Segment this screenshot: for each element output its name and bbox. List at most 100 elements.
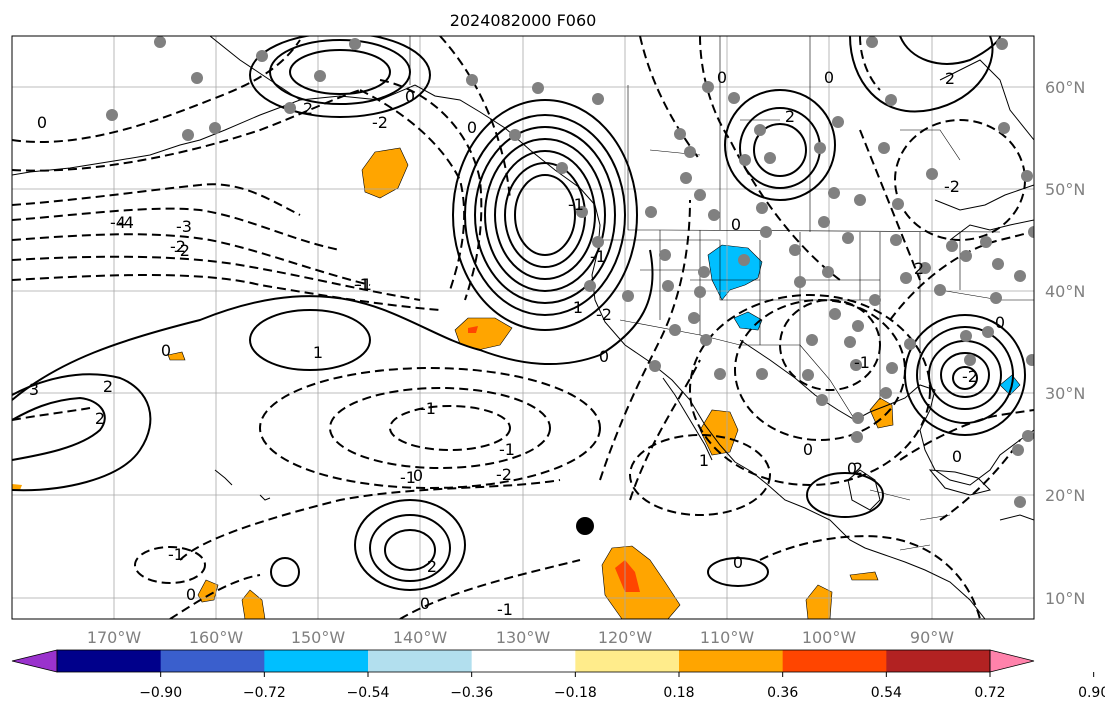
contour [849, 36, 994, 113]
contour [270, 557, 300, 587]
colorbar-segment [368, 650, 473, 672]
lat-label: 50°N [1045, 180, 1085, 199]
contour [639, 36, 701, 161]
contour-label: -1 [356, 275, 372, 294]
contour-label: -2 [944, 177, 960, 196]
contour [12, 373, 152, 492]
map-title: 2024082000 F060 [450, 11, 597, 30]
contour [514, 174, 576, 256]
colorbar-segment [886, 650, 991, 672]
contour-label: 1 [573, 298, 583, 317]
lat-label: 10°N [1045, 589, 1085, 608]
colorbar-tick-label: 0.18 [663, 685, 694, 701]
contour [169, 574, 261, 619]
contour-label: 2 [853, 459, 863, 478]
colorbar-tick-label: −0.54 [347, 685, 390, 701]
contour [12, 396, 106, 461]
contour-label: -4 [118, 213, 134, 232]
contour-label: 2 [945, 69, 955, 88]
colorbar-segment [57, 650, 162, 672]
contour-label: -4 [110, 213, 126, 232]
colorbar-segment [679, 650, 784, 672]
contour [249, 36, 431, 118]
contour-label: 2 [303, 99, 313, 118]
contour-label: -2 [174, 241, 190, 260]
contour-label: 0 [420, 594, 430, 613]
contour [724, 89, 836, 201]
borders [409, 36, 1034, 551]
colorbar-tick-label: −0.18 [554, 685, 597, 701]
colorbar-tick-label: −0.90 [139, 685, 182, 701]
contour [439, 36, 511, 201]
contour [179, 479, 561, 561]
contour [399, 559, 581, 619]
contour [689, 294, 931, 486]
contour [779, 299, 881, 391]
contour-label: 0 [161, 341, 171, 360]
shaded-positive [12, 484, 22, 490]
contour-label: 0 [186, 585, 196, 604]
colorbar-segment [471, 650, 576, 672]
latitude-labels: 60°N 50°N 40°N 30°N 20°N 10°N [1045, 78, 1085, 608]
contour [289, 49, 391, 95]
contour [12, 274, 441, 311]
contour-label: 0 [824, 68, 834, 87]
contour [12, 255, 421, 301]
contour-label: 0 [952, 447, 962, 466]
colorbar-outline [56, 649, 991, 673]
contour [952, 366, 978, 390]
colorbar-segment [575, 650, 680, 672]
lon-label: 100°W [802, 628, 857, 647]
contour-label: 3 [29, 380, 39, 399]
lon-label: 90°W [910, 628, 954, 647]
shaded-positive [167, 351, 186, 361]
lon-label: 170°W [87, 628, 142, 647]
lon-label: 150°W [291, 628, 346, 647]
shaded-strong-positive [615, 560, 640, 592]
negative-contours [12, 36, 1034, 619]
contour-label: 0 [599, 347, 609, 366]
contour-label: 0 [733, 553, 743, 572]
shaded-negative [999, 374, 1021, 396]
contour-label: 2 [785, 107, 795, 126]
contour [249, 309, 371, 371]
shaded-positive [849, 571, 879, 581]
contour [384, 529, 436, 571]
contour-label: -1 [497, 600, 513, 619]
shaded-strong-positive [468, 326, 478, 333]
contour-label: -1 [400, 468, 416, 487]
shaded-positive [805, 584, 833, 619]
contour-label: 0 [995, 313, 1005, 332]
lon-label: 140°W [393, 628, 448, 647]
contour-label: 0 [37, 113, 47, 132]
colorbar-segment [264, 650, 369, 672]
colorbar-tick-label: 0.90 [1078, 685, 1105, 701]
colorbar-tick-label: 0.36 [767, 685, 798, 701]
contour [629, 434, 771, 516]
contour [12, 233, 371, 286]
contour [806, 472, 884, 518]
contour-label: 1 [699, 451, 709, 470]
shaded-positive [241, 589, 266, 619]
colorbar-tick-label: 0.54 [871, 685, 902, 701]
lat-label: 60°N [1045, 78, 1085, 97]
contour [474, 126, 616, 304]
contour [940, 352, 990, 398]
contour-label: 0 [413, 466, 423, 485]
contour [494, 150, 596, 280]
contour-label: 0 [803, 440, 813, 459]
contour [699, 36, 841, 281]
shaded-positive [361, 147, 409, 199]
longitude-labels: 170°W 160°W 150°W 140°W 130°W 120°W 110°… [87, 628, 954, 647]
contour [369, 514, 451, 582]
lat-label: 20°N [1045, 486, 1085, 505]
contour-label: -2 [496, 465, 512, 484]
contour [916, 326, 1014, 424]
shaded-positive [699, 409, 739, 456]
colorbar-tick-label: −0.36 [450, 685, 493, 701]
contour [12, 183, 301, 216]
lon-label: 120°W [598, 628, 653, 647]
